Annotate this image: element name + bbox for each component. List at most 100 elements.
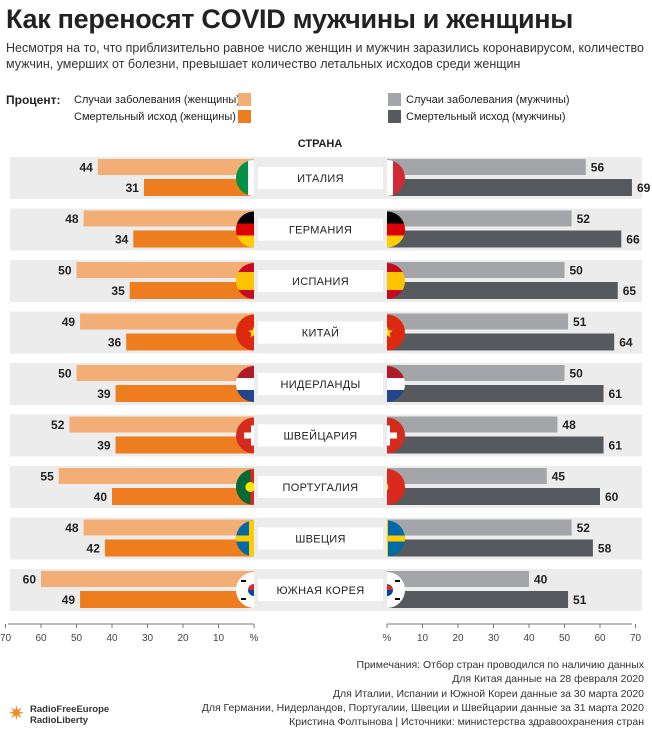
bar-men-cases <box>387 468 547 484</box>
country-label: ЮЖНАЯ КОРЕЯ <box>276 585 364 597</box>
bar-women-deaths <box>104 539 255 557</box>
note-line: Для Италии, Испании и Южной Кореи данные… <box>332 687 644 700</box>
left-tick-label: % <box>250 633 259 644</box>
flag-switzerland-right-icon <box>387 417 405 454</box>
bar-women-cases <box>97 159 254 175</box>
label-women-deaths: 35 <box>111 284 125 298</box>
bar-women-cases <box>41 571 254 587</box>
label-women-deaths: 39 <box>97 387 111 401</box>
country-label-box <box>258 527 383 550</box>
label-women-cases: 48 <box>65 212 79 226</box>
bar-men-deaths <box>387 591 569 608</box>
label-women-deaths: 49 <box>62 593 76 607</box>
chart-title: Как переносят COVID мужчины и женщины <box>6 4 574 34</box>
country-label: ШВЕЦИЯ <box>295 534 346 546</box>
bar-men-deaths <box>387 230 622 248</box>
label-women-deaths: 39 <box>97 439 111 453</box>
diverging-bar-chart: СТРАНА 44 31 56 69 ИТАЛИЯ 48 34 52 66 ГЕРМАНИЯ 50 35… <box>0 138 651 644</box>
flag-sweden-right-icon <box>387 520 405 557</box>
left-tick-label: 70 <box>0 633 11 644</box>
note-line: Для Германии, Нидерландов, Португалии, Ш… <box>201 701 644 714</box>
country-label: КИТАЙ <box>302 327 339 340</box>
note-line: Примечания: Отбор стран проводился по на… <box>356 659 644 671</box>
label-women-cases: 60 <box>23 573 37 587</box>
label-women-cases: 52 <box>51 418 65 432</box>
flag-portugal-right-icon <box>387 469 405 505</box>
right-tick-label: 20 <box>452 633 464 644</box>
flag-italy-left-icon <box>236 160 254 196</box>
country-label-box <box>258 218 383 241</box>
right-tick-label: 10 <box>417 633 429 644</box>
center-header: СТРАНА <box>298 138 343 150</box>
bar-women-cases <box>83 210 254 227</box>
note-line: Кристина Фолтынова | Источники: министер… <box>289 716 644 729</box>
label-women-deaths: 34 <box>115 233 129 247</box>
bar-women-deaths <box>115 436 254 454</box>
left-tick-label: 60 <box>35 633 47 644</box>
bar-men-deaths <box>387 539 593 557</box>
country-label-box <box>258 270 383 292</box>
bar-men-deaths <box>387 282 618 299</box>
bar-men-cases <box>387 416 558 433</box>
legend-women-cases-swatch <box>238 93 251 106</box>
bar-men-cases <box>387 571 529 587</box>
flag-china-right-icon <box>387 314 405 351</box>
bar-women-cases <box>83 519 254 536</box>
legend-women-cases-label: Случаи заболевания (женщины) <box>74 94 240 106</box>
right-tick-label: 40 <box>523 633 535 644</box>
note-line: Для Китая данные на 28 февраля 2020 <box>452 673 644 686</box>
label-men-deaths: 65 <box>623 284 637 298</box>
bar-women-deaths <box>126 333 254 351</box>
logo-line-2: RadioLiberty <box>30 715 89 726</box>
bar-women-cases <box>76 262 254 278</box>
label-men-cases: 40 <box>534 573 548 587</box>
label-men-cases: 56 <box>591 161 605 175</box>
bar-men-cases <box>387 159 586 175</box>
label-men-cases: 50 <box>570 367 584 381</box>
legend-men-deaths-swatch <box>388 110 401 123</box>
left-tick-label: 30 <box>142 633 154 644</box>
bar-men-cases <box>387 210 572 227</box>
country-label: ШВЕЙЦАРИЯ <box>283 430 357 443</box>
country-label-box <box>258 579 383 601</box>
right-tick-label: 60 <box>594 633 606 644</box>
bar-women-deaths <box>115 385 254 402</box>
label-women-deaths: 36 <box>108 336 122 350</box>
label-women-cases: 44 <box>79 161 93 175</box>
label-men-deaths: 58 <box>598 542 612 556</box>
bar-men-cases <box>387 313 569 330</box>
country-label: ПОРТУГАЛИЯ <box>283 482 359 494</box>
label-men-deaths: 64 <box>619 336 633 350</box>
bar-women-cases <box>58 468 254 484</box>
right-tick-label: 30 <box>488 633 500 644</box>
country-label: ИТАЛИЯ <box>297 173 344 185</box>
left-tick-label: 50 <box>71 633 83 644</box>
bar-women-cases <box>80 313 254 330</box>
flag-italy-right-icon <box>387 160 405 196</box>
bar-men-deaths <box>387 385 604 402</box>
country-label-box <box>258 167 383 189</box>
bar-men-cases <box>387 519 572 536</box>
label-men-cases: 51 <box>573 315 587 329</box>
legend-men-cases-swatch <box>388 93 401 106</box>
label-men-deaths: 69 <box>637 181 651 195</box>
right-tick-label: 50 <box>559 633 571 644</box>
rferl-logo: ✷ RadioFreeEurope RadioLiberty <box>8 698 118 728</box>
chart-subtitle: Несмотря на то, что приблизительно равно… <box>6 41 644 71</box>
right-tick-label: 70 <box>630 633 642 644</box>
bar-women-deaths <box>143 179 254 196</box>
left-tick-label: 20 <box>177 633 189 644</box>
flag-portugal-left-icon <box>236 469 254 505</box>
chart-notes: Примечания: Отбор стран проводился по на… <box>202 658 644 729</box>
label-women-cases: 55 <box>40 470 54 484</box>
label-women-deaths: 42 <box>87 542 101 556</box>
country-label-box <box>258 373 383 395</box>
bar-women-deaths <box>112 488 254 505</box>
legend-men-deaths-label: Смертельный исход (мужчины) <box>406 111 566 123</box>
bar-women-cases <box>69 416 255 433</box>
label-women-deaths: 31 <box>126 181 140 195</box>
flag-china-left-icon <box>236 314 254 351</box>
bar-women-cases <box>76 365 254 381</box>
label-women-deaths: 40 <box>94 490 108 504</box>
label-women-cases: 49 <box>62 315 76 329</box>
